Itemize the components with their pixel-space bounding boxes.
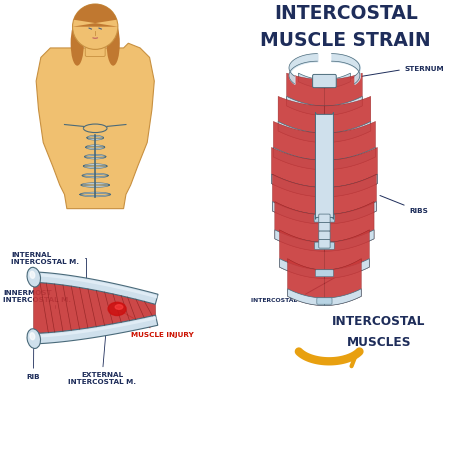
Polygon shape	[81, 182, 95, 187]
FancyBboxPatch shape	[319, 231, 330, 239]
Polygon shape	[273, 147, 324, 170]
Ellipse shape	[107, 21, 120, 66]
Polygon shape	[73, 4, 118, 27]
Ellipse shape	[108, 302, 126, 316]
FancyBboxPatch shape	[85, 40, 105, 56]
Ellipse shape	[115, 305, 123, 310]
Polygon shape	[95, 192, 111, 197]
Polygon shape	[288, 289, 324, 306]
Polygon shape	[275, 230, 324, 251]
Polygon shape	[324, 96, 371, 143]
Polygon shape	[324, 121, 375, 170]
Polygon shape	[82, 173, 95, 178]
Polygon shape	[324, 259, 361, 306]
FancyBboxPatch shape	[315, 270, 334, 277]
Polygon shape	[34, 283, 155, 333]
FancyBboxPatch shape	[316, 112, 333, 219]
Polygon shape	[324, 73, 350, 88]
Polygon shape	[95, 173, 109, 178]
Text: MUSCLES: MUSCLES	[346, 336, 411, 349]
Polygon shape	[324, 289, 361, 306]
Polygon shape	[287, 73, 324, 115]
Polygon shape	[278, 121, 324, 143]
Polygon shape	[95, 182, 109, 187]
FancyBboxPatch shape	[315, 242, 334, 249]
Text: EXTERNAL
INTERCOSTAL M.: EXTERNAL INTERCOSTAL M.	[68, 326, 136, 385]
Text: INTERCOSTAL: INTERCOSTAL	[332, 315, 426, 328]
Polygon shape	[34, 272, 158, 304]
Polygon shape	[324, 147, 377, 197]
Polygon shape	[324, 147, 375, 170]
FancyBboxPatch shape	[319, 223, 330, 231]
Polygon shape	[324, 73, 362, 115]
Ellipse shape	[30, 271, 35, 278]
FancyBboxPatch shape	[317, 298, 332, 304]
Polygon shape	[280, 259, 324, 278]
Polygon shape	[324, 121, 371, 143]
Polygon shape	[272, 147, 324, 197]
Text: INNERMOST
INTERCOSTAL M.: INNERMOST INTERCOSTAL M.	[3, 290, 71, 308]
Polygon shape	[288, 259, 324, 306]
Text: RIBS: RIBS	[380, 195, 428, 214]
Polygon shape	[95, 164, 107, 168]
Polygon shape	[324, 230, 369, 278]
Circle shape	[73, 4, 118, 49]
Text: RIB: RIB	[27, 334, 40, 380]
Polygon shape	[280, 230, 324, 278]
Polygon shape	[34, 315, 158, 344]
FancyBboxPatch shape	[319, 214, 330, 223]
Polygon shape	[272, 174, 324, 197]
Polygon shape	[273, 201, 324, 224]
FancyBboxPatch shape	[319, 239, 330, 248]
Polygon shape	[95, 155, 106, 159]
Ellipse shape	[30, 333, 35, 340]
Ellipse shape	[27, 267, 40, 287]
Polygon shape	[86, 145, 95, 150]
FancyBboxPatch shape	[314, 215, 335, 222]
Polygon shape	[36, 43, 155, 209]
Text: MUSCLE STRAIN: MUSCLE STRAIN	[260, 31, 431, 50]
Polygon shape	[83, 164, 95, 168]
Polygon shape	[324, 201, 376, 224]
Polygon shape	[278, 96, 324, 143]
Polygon shape	[324, 259, 369, 278]
Polygon shape	[324, 201, 374, 251]
Text: MUSCLE INJURY: MUSCLE INJURY	[119, 310, 194, 338]
Text: STERNUM: STERNUM	[327, 66, 445, 82]
Polygon shape	[324, 174, 376, 224]
Polygon shape	[95, 145, 105, 150]
Ellipse shape	[27, 329, 40, 348]
Polygon shape	[324, 174, 377, 197]
Polygon shape	[273, 174, 324, 224]
Polygon shape	[273, 121, 324, 170]
Polygon shape	[324, 230, 374, 251]
Polygon shape	[84, 155, 95, 159]
Polygon shape	[34, 317, 156, 337]
Polygon shape	[87, 136, 95, 140]
Polygon shape	[275, 201, 324, 251]
Polygon shape	[95, 136, 104, 140]
Text: INTERCOSTAL CARTILAGE: INTERCOSTAL CARTILAGE	[251, 277, 337, 303]
Ellipse shape	[71, 21, 84, 66]
Polygon shape	[299, 73, 324, 88]
Polygon shape	[34, 273, 158, 298]
Polygon shape	[287, 96, 324, 115]
Text: INTERNAL
INTERCOSTAL M.: INTERNAL INTERCOSTAL M.	[11, 252, 86, 282]
Polygon shape	[80, 192, 95, 197]
Ellipse shape	[78, 6, 112, 21]
Polygon shape	[324, 96, 362, 115]
FancyBboxPatch shape	[313, 74, 336, 88]
Text: INTERCOSTAL: INTERCOSTAL	[274, 4, 418, 24]
